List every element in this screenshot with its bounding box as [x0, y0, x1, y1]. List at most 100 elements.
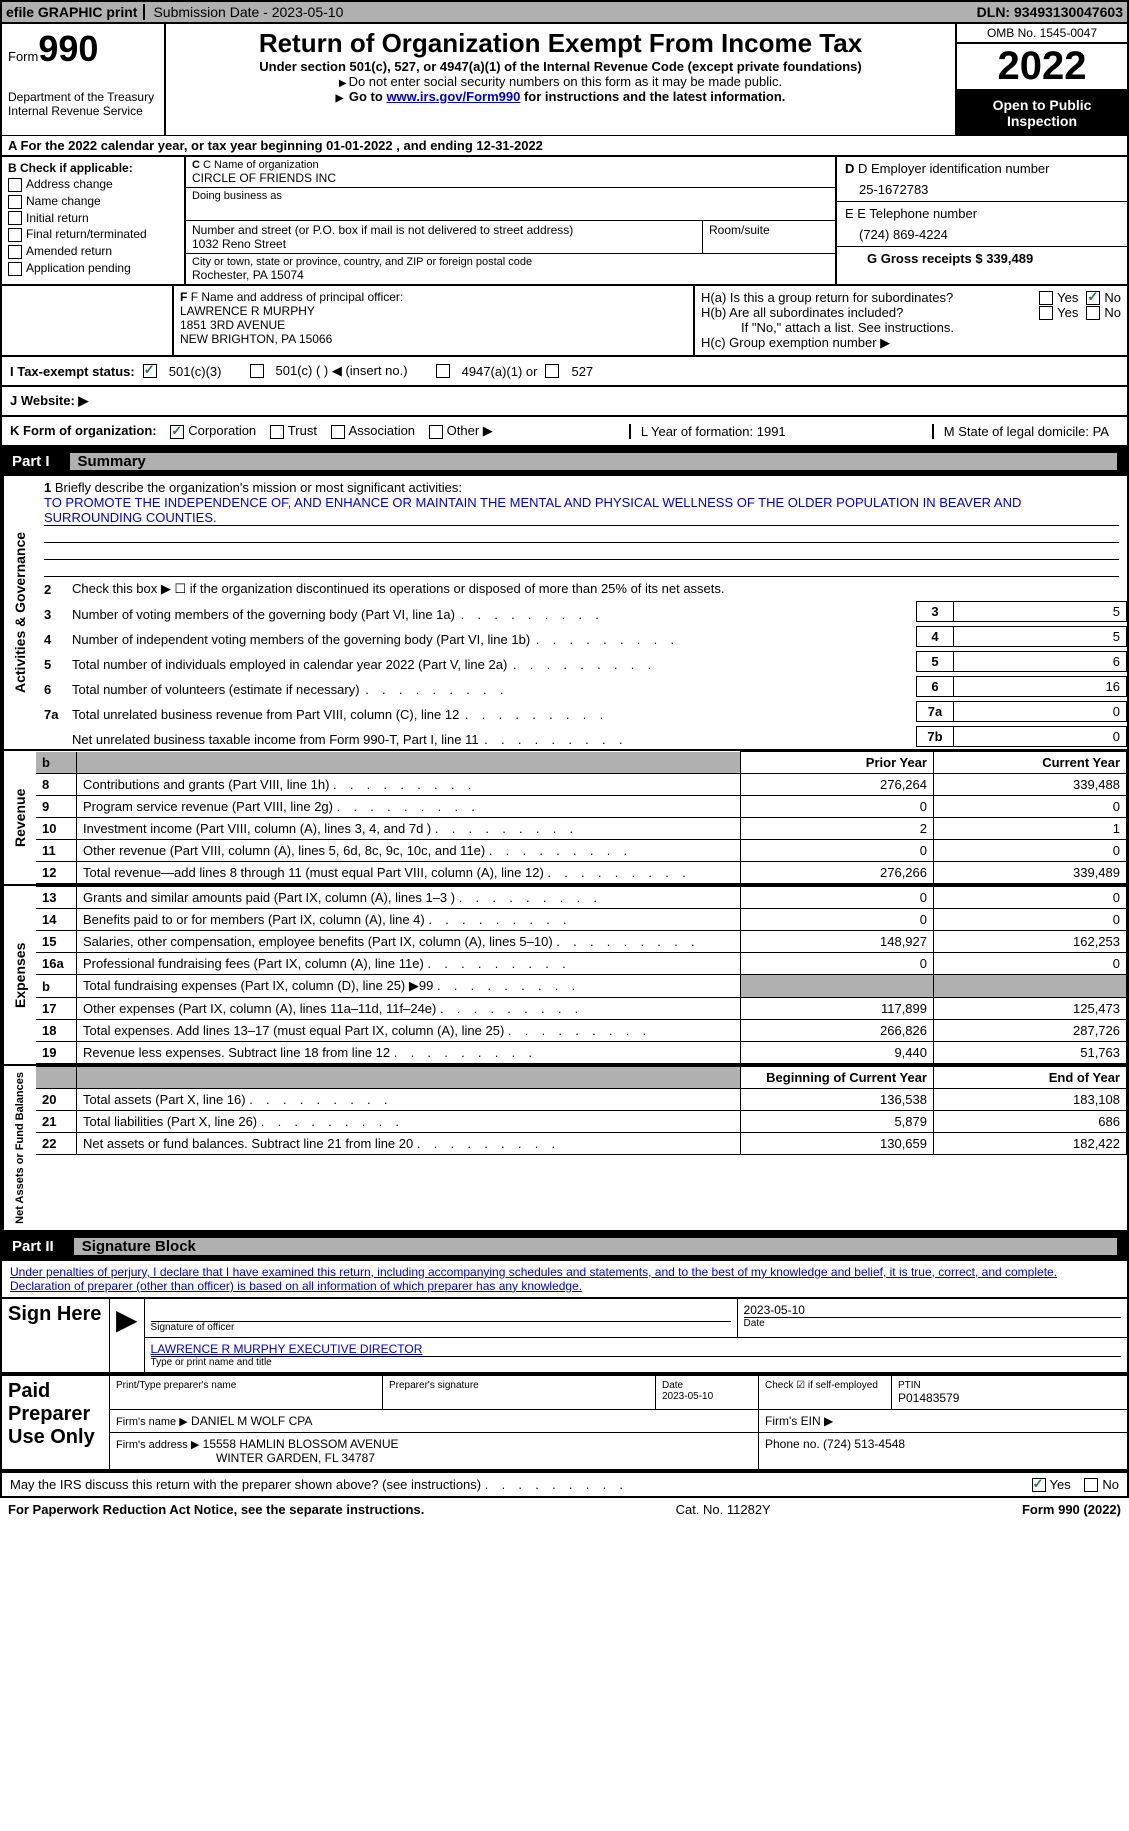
- prior-val: 276,264: [741, 774, 934, 796]
- current-val: 183,108: [934, 1089, 1127, 1111]
- box7an: 7a: [916, 701, 953, 722]
- chk-corp[interactable]: [170, 425, 184, 439]
- arrow-icon: ▶: [110, 1298, 145, 1373]
- prior-val: 130,659: [741, 1133, 934, 1155]
- current-val: 0: [934, 953, 1127, 975]
- yes-label2: Yes: [1057, 305, 1078, 320]
- ha-yes[interactable]: [1039, 291, 1053, 305]
- opt-amended: Amended return: [26, 244, 112, 258]
- name-title-label: Type or print name and title: [151, 1356, 1121, 1368]
- opt-4947: 4947(a)(1) or: [462, 364, 538, 379]
- box7av: 0: [953, 701, 1127, 722]
- addr-val: 1032 Reno Street: [192, 237, 696, 251]
- line-desc: Net assets or fund balances. Subtract li…: [77, 1133, 741, 1155]
- city-label: City or town, state or province, country…: [192, 256, 829, 268]
- mission-q: Briefly describe the organization's miss…: [55, 480, 462, 495]
- prior-val: 276,266: [741, 862, 934, 884]
- chk-501c3[interactable]: [143, 364, 157, 378]
- current-val: [934, 975, 1127, 998]
- line-desc: Revenue less expenses. Subtract line 18 …: [77, 1042, 741, 1064]
- chk-other[interactable]: [429, 425, 443, 439]
- chk-pending[interactable]: [8, 262, 22, 276]
- box6n: 6: [916, 676, 953, 697]
- current-val: 125,473: [934, 998, 1127, 1020]
- hb-yes[interactable]: [1039, 306, 1053, 320]
- header-left: Form990 Department of the Treasury Inter…: [2, 24, 166, 135]
- chk-501c[interactable]: [250, 364, 264, 378]
- opt-other: Other ▶: [447, 423, 493, 438]
- prior-val: [741, 975, 934, 998]
- ha-label: H(a) Is this a group return for subordin…: [701, 290, 1039, 305]
- line-desc: Total revenue—add lines 8 through 11 (mu…: [77, 862, 741, 884]
- mission-blank3: [44, 560, 1119, 577]
- prior-val: 9,440: [741, 1042, 934, 1064]
- box5v: 6: [953, 651, 1127, 672]
- chk-final[interactable]: [8, 228, 22, 242]
- preparer-table: Paid Preparer Use Only Print/Type prepar…: [0, 1374, 1129, 1471]
- submission-date: Submission Date - 2023-05-10: [143, 4, 343, 20]
- chk-address-change[interactable]: [8, 178, 22, 192]
- chk-4947[interactable]: [436, 364, 450, 378]
- prior-val: 0: [741, 840, 934, 862]
- vert-gov: Activities & Governance: [2, 476, 36, 749]
- line-num: 10: [36, 818, 77, 840]
- current-val: 51,763: [934, 1042, 1127, 1064]
- line-num: 8: [36, 774, 77, 796]
- chk-amended[interactable]: [8, 245, 22, 259]
- line-desc: Program service revenue (Part VIII, line…: [77, 796, 741, 818]
- current-val: 0: [934, 840, 1127, 862]
- cat-no: Cat. No. 11282Y: [676, 1502, 771, 1517]
- discuss-no[interactable]: [1084, 1478, 1098, 1492]
- opt-trust: Trust: [288, 423, 317, 438]
- part1-label: Part I: [12, 453, 50, 470]
- chk-name-change[interactable]: [8, 195, 22, 209]
- part1-title: Summary: [70, 453, 1117, 470]
- current-val: 686: [934, 1111, 1127, 1133]
- line-desc: Total assets (Part X, line 16): [77, 1089, 741, 1111]
- opt-assoc: Association: [349, 423, 415, 438]
- part2-title: Signature Block: [74, 1238, 1117, 1255]
- ptin-val: P01483579: [898, 1391, 1121, 1405]
- opt-527: 527: [571, 364, 593, 379]
- line-num: 15: [36, 931, 77, 953]
- line-num: 9: [36, 796, 77, 818]
- vert-rev: Revenue: [2, 751, 36, 884]
- prior-val: 117,899: [741, 998, 934, 1020]
- irs-link[interactable]: www.irs.gov/Form990: [386, 89, 520, 104]
- preparer-side-label: Paid Preparer Use Only: [1, 1375, 110, 1470]
- section-f-h: F F Name and address of principal office…: [0, 286, 1129, 357]
- line6: Total number of volunteers (estimate if …: [72, 682, 916, 697]
- firm-addr-label: Firm's address ▶: [116, 1439, 199, 1451]
- ha-no[interactable]: [1086, 291, 1100, 305]
- prior-val: 0: [741, 887, 934, 909]
- e-label: E E Telephone number: [845, 206, 1119, 221]
- prior-val: 2: [741, 818, 934, 840]
- form-header: Form990 Department of the Treasury Inter…: [0, 24, 1129, 135]
- dln: DLN: 93493130047603: [977, 4, 1123, 20]
- discuss-yes[interactable]: [1032, 1478, 1046, 1492]
- line-num: 12: [36, 862, 77, 884]
- col-b-checkboxes: B Check if applicable: Address change Na…: [2, 157, 184, 284]
- line-desc: Total liabilities (Part X, line 26): [77, 1111, 741, 1133]
- chk-trust[interactable]: [270, 425, 284, 439]
- line2: Check this box ▶ ☐ if the organization d…: [72, 581, 1127, 597]
- part2-label: Part II: [12, 1238, 54, 1255]
- chk-527[interactable]: [545, 364, 559, 378]
- chk-assoc[interactable]: [331, 425, 345, 439]
- line3: Number of voting members of the governin…: [72, 607, 916, 622]
- opt-pending: Application pending: [26, 261, 131, 275]
- firm-name-label: Firm's name ▶: [116, 1416, 188, 1428]
- current-val: 339,488: [934, 774, 1127, 796]
- chk-initial[interactable]: [8, 211, 22, 225]
- line-desc: Salaries, other compensation, employee b…: [77, 931, 741, 953]
- hb-no[interactable]: [1086, 306, 1100, 320]
- prior-val: 136,538: [741, 1089, 934, 1111]
- line-num: 21: [36, 1111, 77, 1133]
- e-label-text: E Telephone number: [857, 206, 977, 221]
- sig-date-label: Date: [744, 1317, 1121, 1329]
- website-row: J Website: ▶: [0, 387, 1129, 417]
- opt-corp: Corporation: [188, 423, 256, 438]
- yes-label: Yes: [1057, 290, 1078, 305]
- k-label: K Form of organization:: [10, 423, 157, 438]
- col-c-name-addr: C C Name of organization CIRCLE OF FRIEN…: [184, 157, 837, 284]
